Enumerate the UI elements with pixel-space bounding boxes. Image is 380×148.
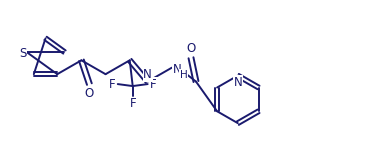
Text: S: S	[19, 46, 26, 59]
Text: F: F	[130, 97, 136, 110]
Text: N: N	[173, 63, 181, 76]
Text: H: H	[180, 70, 188, 80]
Text: O: O	[85, 86, 94, 99]
Text: O: O	[186, 42, 196, 55]
Text: F: F	[150, 78, 157, 91]
Text: N: N	[233, 76, 242, 89]
Text: N: N	[143, 68, 152, 81]
Text: F: F	[108, 78, 115, 91]
